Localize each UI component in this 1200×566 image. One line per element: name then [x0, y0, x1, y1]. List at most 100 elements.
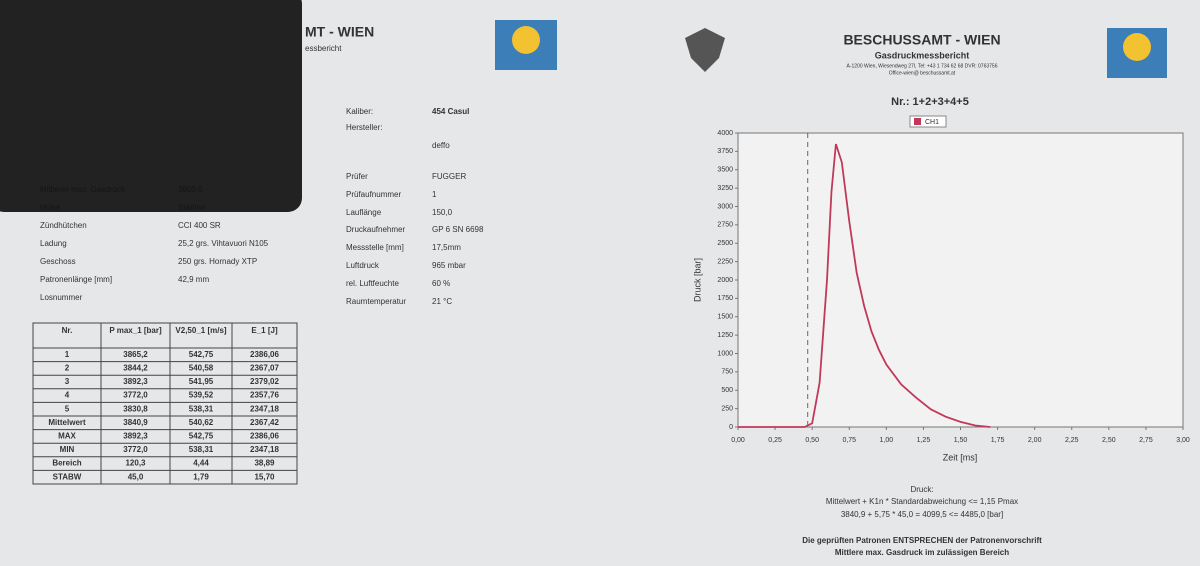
table-cell: 3840,9	[123, 418, 148, 427]
field-value: 42,9 mm	[178, 275, 209, 284]
table-cell: 45,0	[128, 472, 144, 481]
table-cell: 2386,06	[250, 350, 279, 359]
y-tick-label: 0	[729, 424, 733, 431]
data-line	[738, 143, 991, 428]
table-cell: 540,58	[189, 364, 214, 373]
footer-calculation: 3840,9 + 5,75 * 45,0 = 4099,5 <= 4485,0 …	[841, 510, 1003, 519]
legend-label: CH1	[925, 119, 939, 126]
table-cell: 2386,06	[250, 432, 279, 441]
field-value: 1	[432, 190, 437, 199]
field-value: 150,0	[432, 208, 453, 217]
x-tick-label: 2,75	[1139, 437, 1153, 444]
field-label: Prüfaufnummer	[346, 190, 401, 199]
table-cell: 38,89	[254, 459, 275, 468]
x-tick-label: 3,00	[1176, 437, 1190, 444]
chart-title: Nr.: 1+2+3+4+5	[891, 96, 969, 108]
table-cell: 539,52	[189, 391, 214, 400]
email: Office-wien@ beschussamt.at	[889, 70, 956, 76]
field-label: Lauflänge	[346, 208, 382, 217]
left-subtitle: essbericht	[305, 44, 342, 53]
x-tick-label: 1,00	[880, 437, 894, 444]
field-value: 60 %	[432, 279, 450, 288]
footer-heading: Druck:	[910, 485, 933, 494]
field-value: FUGGER	[432, 172, 466, 181]
x-tick-label: 1,75	[991, 437, 1005, 444]
table-cell: Mittelwert	[48, 418, 86, 427]
table-cell: 4	[65, 391, 70, 400]
y-tick-label: 2500	[717, 240, 733, 247]
table-cell: MIN	[60, 445, 75, 454]
field-label: Ladung	[40, 239, 67, 248]
table-cell: 4,44	[193, 459, 209, 468]
x-tick-label: 0,75	[842, 437, 856, 444]
field-value: GP 6 SN 6698	[432, 225, 484, 234]
table-cell: 538,31	[189, 404, 214, 413]
table-header: V2,50_1 [m/s]	[175, 326, 226, 335]
y-tick-label: 1750	[717, 295, 733, 302]
table-cell: Bereich	[52, 459, 81, 468]
table-cell: 3892,3	[123, 377, 148, 386]
table-cell: 3844,2	[123, 364, 148, 373]
field-label: Prüfer	[346, 172, 368, 181]
x-tick-label: 1,50	[954, 437, 968, 444]
right-title: BESCHUSSAMT - WIEN	[843, 32, 1000, 48]
table-cell: 542,75	[189, 432, 214, 441]
field-label: Druckaufnehmer	[346, 225, 405, 234]
y-tick-label: 1500	[717, 314, 733, 321]
table-cell: 1,79	[193, 472, 209, 481]
table-cell: 540,62	[189, 418, 214, 427]
table-cell: 2357,76	[250, 391, 279, 400]
field-label: Hersteller:	[346, 123, 382, 132]
x-tick-label: 2,50	[1102, 437, 1116, 444]
y-tick-label: 3500	[717, 167, 733, 174]
field-label: Geschoss	[40, 257, 76, 266]
y-tick-label: 1000	[717, 350, 733, 357]
y-tick-label: 250	[721, 405, 733, 412]
y-tick-label: 2250	[717, 258, 733, 265]
table-cell: MAX	[58, 432, 76, 441]
wallet	[0, 0, 302, 212]
x-tick-label: 1,25	[917, 437, 931, 444]
table-cell: 3772,0	[123, 391, 148, 400]
footer-verdict: Die geprüften Patronen ENTSPRECHEN der P…	[802, 536, 1042, 545]
table-cell: 3	[65, 377, 70, 386]
field-label: Raumtemperatur	[346, 297, 406, 306]
y-tick-label: 1250	[717, 332, 733, 339]
table-header: P max_1 [bar]	[109, 326, 162, 335]
table-header: E_1 [J]	[251, 326, 278, 335]
table-cell: 1	[65, 350, 70, 359]
field-value: 25,2 grs. Vihtavuori N105	[178, 239, 269, 248]
table-cell: 2347,18	[250, 445, 279, 454]
x-tick-label: 0,50	[805, 437, 819, 444]
field-value: 21 °C	[432, 297, 452, 306]
address: A-1200 Wien, Wiesendweg 27I, Tel: +43 1 …	[847, 63, 998, 69]
y-tick-label: 2750	[717, 222, 733, 229]
table-cell: 3772,0	[123, 445, 148, 454]
table-cell: 538,31	[189, 445, 214, 454]
field-value: 250 grs. Hornady XTP	[178, 257, 257, 266]
table-cell: 2	[65, 364, 70, 373]
footer-formula: Mittelwert + K1n * Standardabweichung <=…	[826, 497, 1018, 506]
table-frame	[32, 322, 298, 485]
legend-swatch	[914, 118, 921, 125]
y-tick-label: 2000	[717, 277, 733, 284]
x-tick-label: 0,25	[768, 437, 782, 444]
logo	[495, 20, 557, 70]
field-value: 454 Casul	[432, 107, 469, 116]
table-cell: 120,3	[125, 459, 146, 468]
eagle	[685, 28, 725, 72]
table-cell: 3830,8	[123, 404, 148, 413]
y-tick-label: 4000	[717, 130, 733, 137]
field-value: deffo	[432, 141, 450, 150]
left-title: MT - WIEN	[305, 24, 374, 40]
field-label: Losnummer	[40, 293, 83, 302]
table-cell: 3892,3	[123, 432, 148, 441]
y-tick-label: 750	[721, 369, 733, 376]
y-tick-label: 3000	[717, 203, 733, 210]
plot-frame	[737, 132, 1184, 428]
table-cell: 542,75	[189, 350, 214, 359]
table-cell: 2347,18	[250, 404, 279, 413]
field-label: Patronenlänge [mm]	[40, 275, 112, 284]
y-tick-label: 3750	[717, 148, 733, 155]
